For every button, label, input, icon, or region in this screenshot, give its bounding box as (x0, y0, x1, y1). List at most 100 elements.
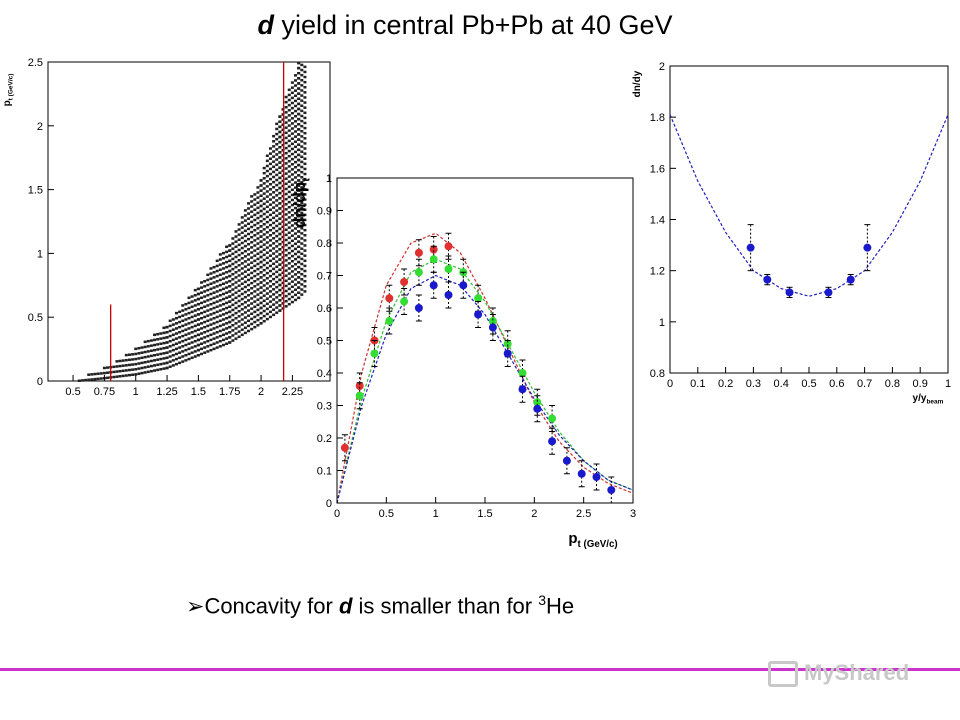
acceptance-cell (287, 221, 291, 224)
acceptance-cell (168, 360, 172, 363)
acceptance-cell (297, 179, 301, 182)
acceptance-cell (162, 362, 166, 365)
acceptance-cell (300, 247, 304, 250)
acceptance-cell (287, 205, 291, 209)
acceptance-cell (212, 281, 216, 284)
acceptance-cell (140, 356, 144, 360)
acceptance-cell (287, 134, 291, 138)
acceptance-cell (221, 287, 225, 291)
acceptance-cell (212, 291, 216, 294)
acceptance-cell (243, 234, 247, 238)
acceptance-cell (294, 242, 298, 246)
acceptance-cell (275, 183, 279, 187)
acceptance-cell (178, 361, 182, 365)
acceptance-cell (137, 372, 141, 375)
acceptance-cell (253, 259, 257, 263)
acceptance-cell (259, 245, 263, 249)
acceptance-cell (259, 204, 263, 208)
acceptance-cell (237, 223, 241, 226)
acceptance-cell (303, 86, 307, 89)
acceptance-cell (268, 198, 272, 201)
acceptance-cell (247, 232, 251, 236)
acceptance-cell (187, 337, 191, 340)
acceptance-cell (290, 157, 294, 161)
acceptance-cell (165, 346, 169, 349)
acceptance-cell (118, 359, 122, 363)
acceptance-cell (297, 168, 301, 172)
acceptance-cell (124, 364, 128, 367)
acceptance-cell (297, 138, 301, 141)
acceptance-cell (278, 232, 282, 236)
acceptance-cell (253, 285, 257, 288)
acceptance-cell (300, 227, 304, 230)
acceptance-cell (272, 150, 276, 153)
acceptance-cell (256, 196, 260, 199)
acceptance-cell (287, 93, 291, 97)
acceptance-cell (243, 219, 247, 222)
acceptance-cell (102, 371, 106, 375)
rapidity-ytick-label: 0.8 (650, 368, 665, 380)
acceptance-cell (303, 290, 307, 293)
acceptance-cell (294, 273, 298, 276)
rapidity-xtick-label: 1 (945, 378, 951, 390)
acceptance-cell (272, 242, 276, 245)
acceptance-cell (265, 271, 269, 275)
acceptance-cell (268, 274, 272, 278)
acceptance-cell (284, 254, 288, 257)
acceptance-cell (265, 231, 269, 234)
acceptance-cell (287, 190, 291, 194)
acceptance-cell (200, 322, 204, 325)
spectrum-ytick-label: 0.9 (317, 206, 332, 218)
acceptance-cell (247, 242, 251, 246)
acceptance-cell (209, 323, 213, 326)
acceptance-cell (284, 136, 288, 140)
acceptance-cell (156, 338, 160, 341)
acceptance-cell (218, 334, 222, 338)
spectrum-ylabel-sub: t (300, 178, 312, 182)
acceptance-cell (243, 255, 247, 258)
acceptance-cell (240, 221, 244, 224)
acceptance-cell (262, 314, 266, 318)
acceptance-cell (297, 102, 301, 106)
acceptance-cell (162, 346, 166, 350)
acceptance-cell (118, 369, 122, 373)
acceptance-cell (228, 300, 232, 303)
acceptance-cell (253, 279, 257, 283)
acceptance-cell (265, 225, 269, 229)
spectrum-xtick-label: 0 (334, 508, 340, 520)
acceptance-cell (275, 178, 279, 182)
acceptance-cell (300, 135, 304, 138)
acceptance-cell (178, 341, 182, 344)
acceptance-cell (268, 285, 272, 288)
acceptance-cell (253, 300, 257, 303)
acceptance-cell (209, 272, 213, 275)
acceptance-cell (253, 223, 257, 227)
acceptance-cell (225, 250, 229, 254)
acceptance-cell (231, 237, 235, 240)
acceptance-cell (268, 300, 272, 303)
acceptance-cell (234, 281, 238, 284)
acceptance-cell (272, 191, 276, 194)
acceptance-cell (265, 205, 269, 209)
acceptance-cell (278, 186, 282, 190)
acceptance-cell (265, 246, 269, 249)
acceptance-cell (265, 292, 269, 295)
acceptance-cell (259, 322, 263, 325)
acceptance-cell (290, 300, 294, 304)
acceptance-cell (243, 326, 247, 330)
acceptance-cell (240, 328, 244, 331)
acceptance-cell (250, 205, 254, 208)
acceptance-cell (262, 207, 266, 211)
acceptance-cell (127, 368, 131, 372)
acceptance-cell (275, 270, 279, 274)
acceptance-cell (190, 356, 194, 360)
acceptance-cell (168, 324, 172, 328)
acceptance-cell (290, 81, 294, 84)
acceptance-cell (297, 128, 301, 131)
acceptance-cell (190, 320, 194, 324)
acceptance-cell (153, 364, 157, 367)
acceptance-cell (153, 338, 157, 342)
acceptance-cell (259, 301, 263, 305)
acceptance-cell (184, 313, 188, 316)
acceptance-cell (247, 237, 251, 241)
